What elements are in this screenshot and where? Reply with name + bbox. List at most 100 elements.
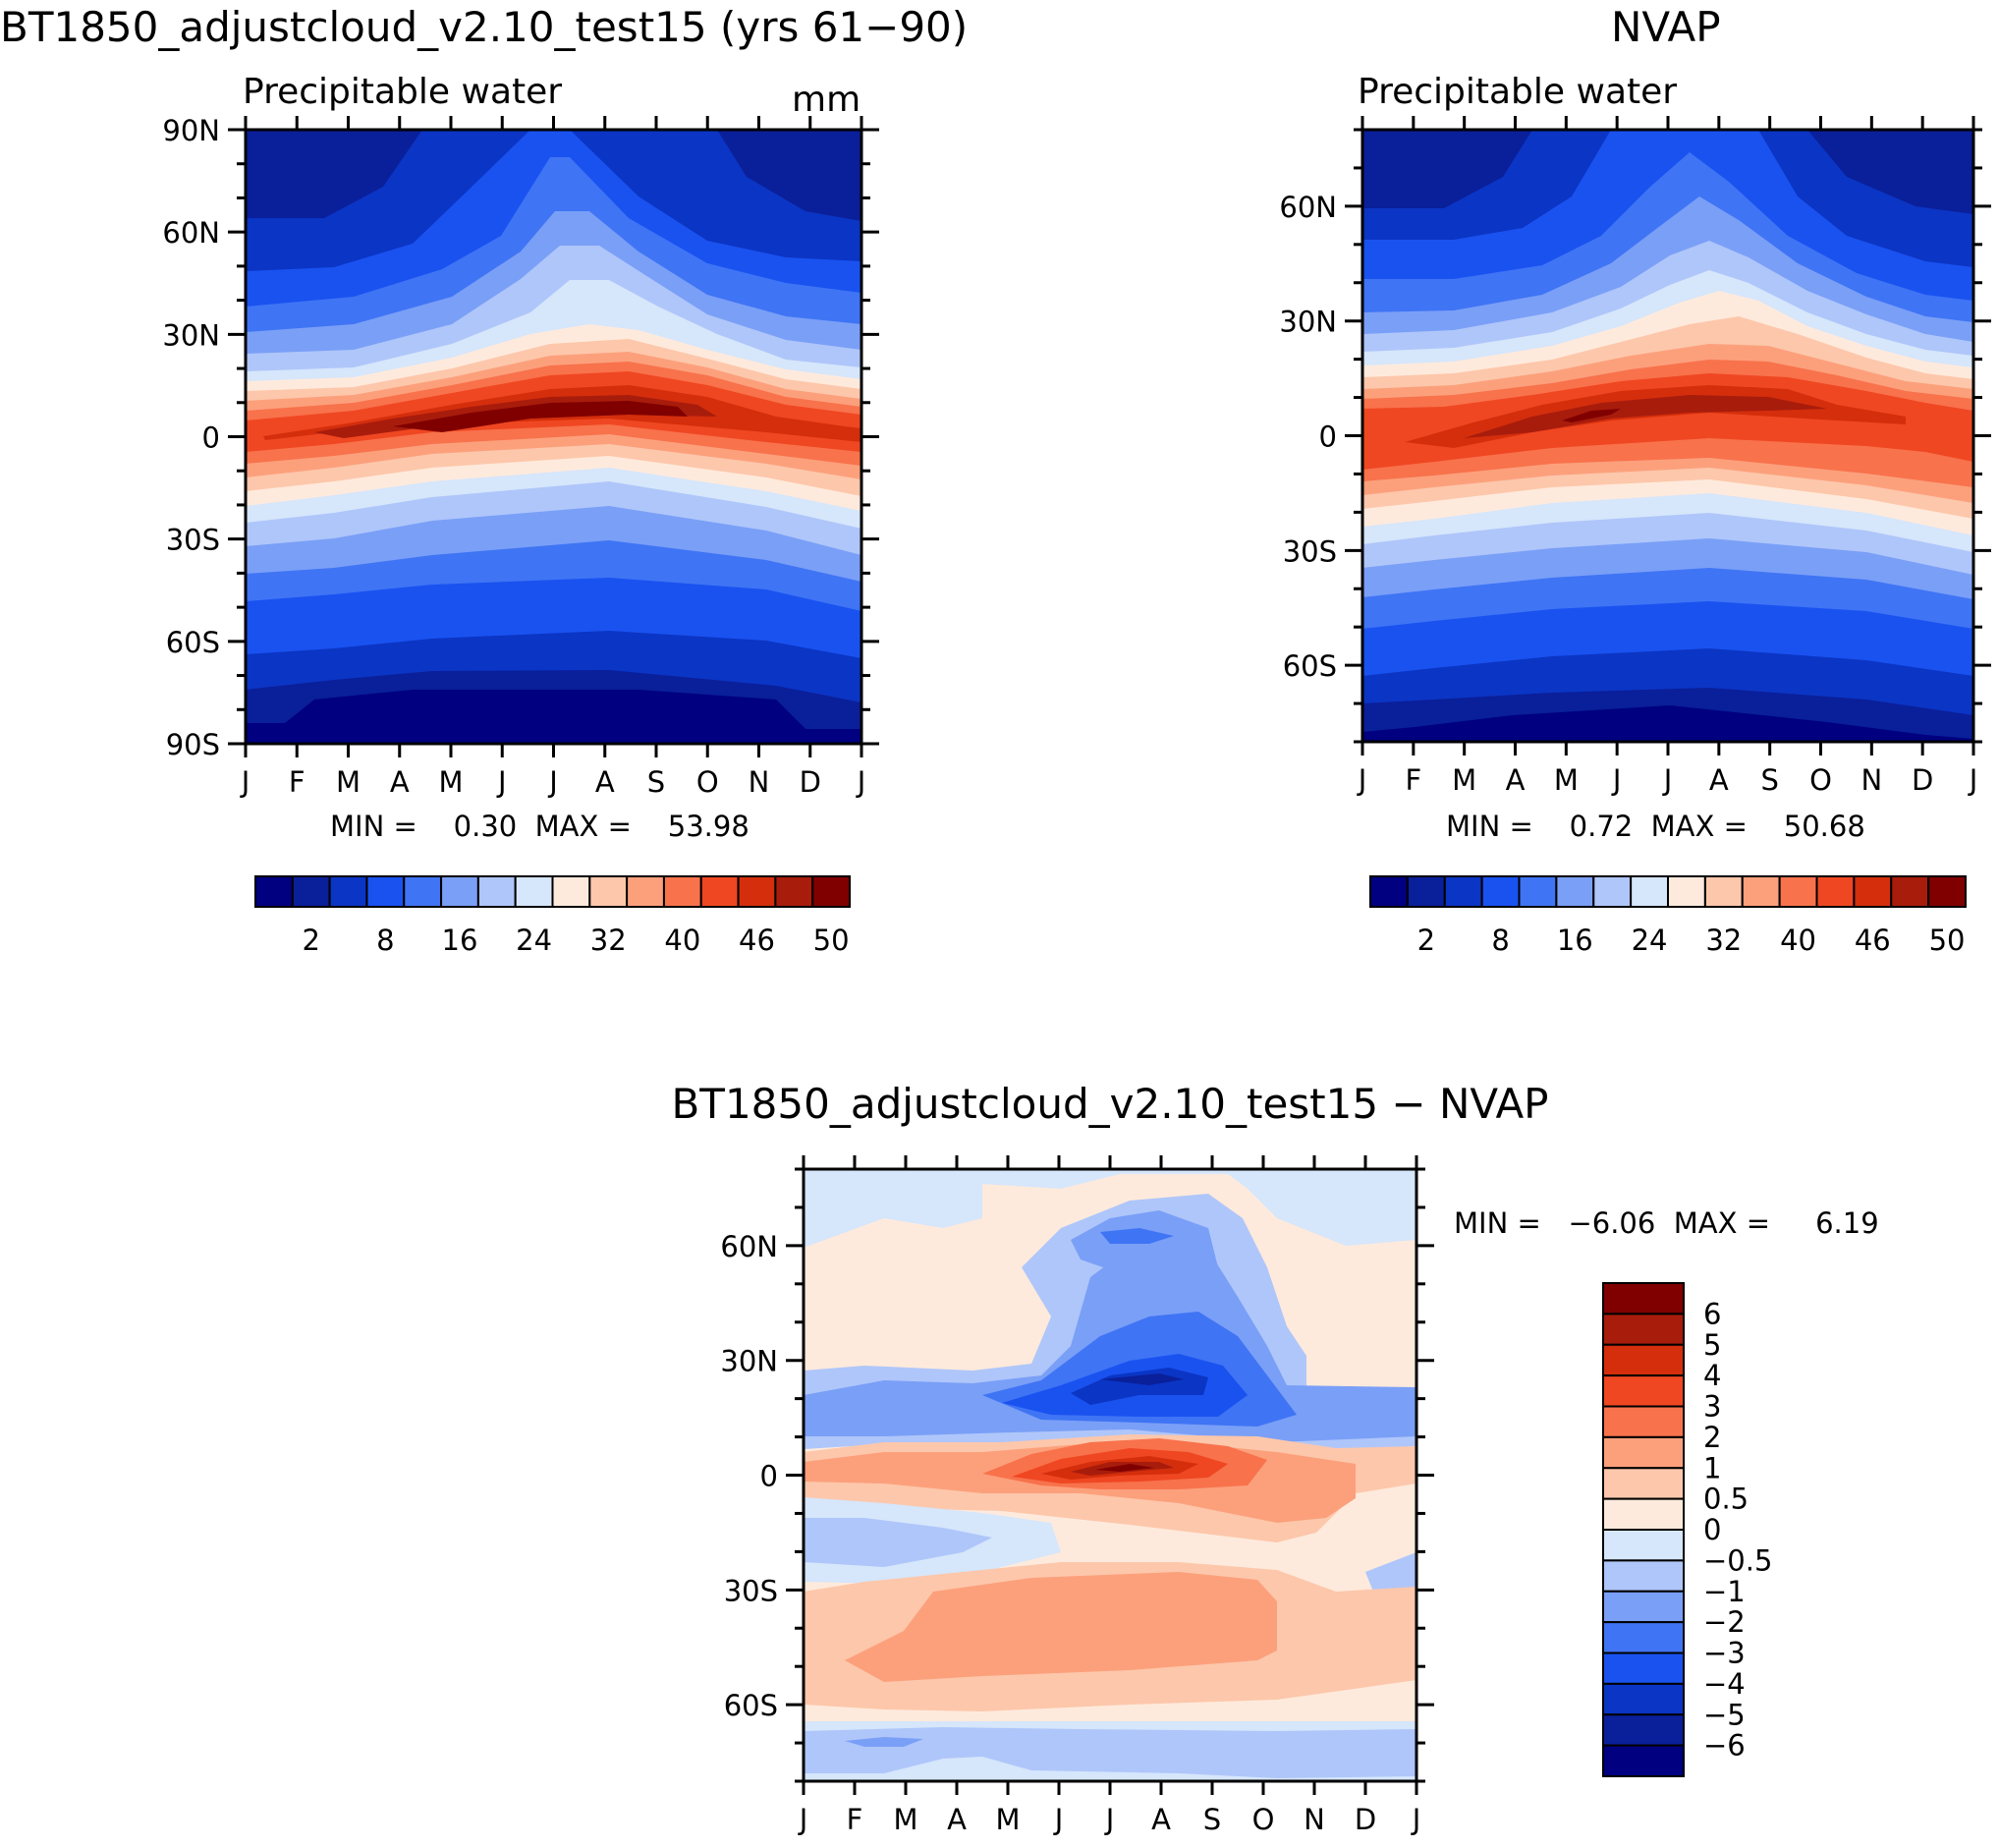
colorbar-swatch [1890, 875, 1930, 908]
panel-nvap-title: NVAP [1611, 3, 1721, 51]
colorbar-swatch [1406, 875, 1446, 908]
colorbar-swatch [1602, 1467, 1685, 1500]
x-tick-label: S [647, 765, 665, 799]
colorbar-swatch [588, 875, 629, 908]
colorbar-label: 5 [1703, 1328, 1721, 1362]
colorbar-swatch [1602, 1313, 1685, 1346]
x-tick-label: M [995, 1803, 1020, 1836]
colorbar-label: 0.5 [1703, 1483, 1749, 1516]
colorbar-label: 1 [1703, 1451, 1721, 1484]
colorbar-label: 8 [1491, 924, 1509, 957]
diff-sub-blue-2 [804, 1518, 992, 1567]
x-tick-label: N [1304, 1803, 1325, 1836]
colorbar-swatch [476, 875, 517, 908]
panel-nvap: NVAP Precipitable water J F M A M J J A S O N D J60N… [1279, 3, 1991, 957]
colorbar-label: 2 [302, 924, 319, 957]
x-tick-label: A [595, 765, 615, 799]
x-tick-label: J [1053, 1803, 1064, 1836]
colorbar-swatch [1602, 1529, 1685, 1562]
colorbar-swatch [1853, 875, 1893, 908]
x-tick-label: J [1411, 1803, 1421, 1836]
colorbar-swatch [1630, 875, 1669, 908]
colorbar-label: 46 [739, 924, 775, 957]
panel-nvap-field [1362, 130, 1973, 742]
y-tick-label: 90S [166, 728, 220, 761]
x-tick-label: M [1452, 763, 1476, 797]
colorbar-label: 40 [1780, 924, 1816, 957]
x-tick-label: A [1151, 1803, 1171, 1836]
colorbar-label: 3 [1703, 1390, 1721, 1424]
x-tick-label: J [798, 1803, 808, 1836]
colorbar-swatch [1602, 1621, 1685, 1654]
x-tick-label: M [336, 765, 361, 799]
colorbar-swatch [1518, 875, 1558, 908]
pw-band-15 [393, 401, 688, 432]
x-tick-label: J [496, 765, 507, 799]
diff-band-minus5 [1100, 1373, 1184, 1385]
colorbar-label: 24 [1632, 924, 1668, 957]
colorbar-swatch [774, 875, 814, 908]
panel-model-stats: MIN = 0.30 MAX = 53.98 [330, 810, 750, 843]
colorbar-label: 32 [1705, 924, 1742, 957]
colorbar-swatch [1815, 875, 1856, 908]
x-tick-label: F [847, 1803, 863, 1836]
colorbar-swatch [514, 875, 554, 908]
diff-band-minus4 [1071, 1368, 1208, 1405]
colorbar-label: 50 [813, 924, 850, 957]
colorbar-swatch [811, 875, 851, 908]
x-tick-label: A [390, 765, 410, 799]
colorbar-swatch [662, 875, 702, 908]
colorbar-swatch [737, 875, 777, 908]
colorbar-swatch [1602, 1435, 1685, 1470]
x-tick-label: J [547, 765, 558, 799]
y-tick-label: 30S [1283, 534, 1337, 568]
x-tick-label: J [856, 765, 866, 799]
diff-south-light [804, 1688, 1416, 1721]
colorbar-label: −6 [1703, 1729, 1746, 1763]
colorbar-swatch [1602, 1744, 1685, 1777]
y-tick-label: 60S [724, 1689, 778, 1722]
x-tick-label: D [1355, 1803, 1376, 1836]
x-tick-label: J [1968, 763, 1978, 797]
y-tick-label: 0 [202, 421, 220, 455]
y-tick-label: 30N [162, 318, 220, 352]
colorbar-label: 2 [1703, 1421, 1721, 1454]
colorbar-swatch [1602, 1559, 1685, 1593]
panel-model-subtitle: Precipitable water [243, 72, 562, 112]
x-tick-label: F [1405, 763, 1421, 797]
colorbar-label: −5 [1703, 1698, 1746, 1731]
diff-polar-blue [804, 1727, 1416, 1778]
x-tick-label: O [1809, 763, 1832, 797]
colorbar-label: −4 [1703, 1667, 1746, 1701]
y-tick-label: 30S [724, 1574, 778, 1607]
colorbar-swatch [1602, 1682, 1685, 1716]
panel-difference: BT1850_adjustcloud_v2.10_test15 − NVAP [671, 1080, 1878, 1836]
y-tick-label: 0 [760, 1460, 778, 1493]
diff-north-light-blue [804, 1169, 1416, 1248]
colorbar-label: −1 [1703, 1575, 1746, 1608]
panel-difference-title: BT1850_adjustcloud_v2.10_test15 − NVAP [671, 1080, 1548, 1128]
y-tick-label: 60N [1279, 191, 1337, 224]
colorbar-swatch [1602, 1374, 1685, 1408]
x-tick-label: N [749, 765, 770, 799]
nvap-band-15 [1562, 409, 1621, 422]
colorbar-label: 40 [664, 924, 700, 957]
colorbar-swatch [1443, 875, 1483, 908]
nvap-band-14 [1464, 395, 1827, 438]
colorbar-swatch [254, 875, 294, 908]
y-tick-label: 60S [166, 626, 220, 659]
x-tick-label: A [1709, 763, 1729, 797]
x-tick-label: J [240, 765, 250, 799]
x-tick-label: S [1203, 1803, 1221, 1836]
panel-model-units: mm [792, 80, 861, 120]
panel-model-colorbar: 2 8 16 24 32 40 46 50 [254, 875, 851, 957]
x-tick-label: J [1662, 763, 1673, 797]
colorbar-label: −0.5 [1703, 1543, 1772, 1577]
colorbar-label: 24 [516, 924, 552, 957]
x-tick-label: M [893, 1803, 917, 1836]
x-tick-label: M [438, 765, 463, 799]
colorbar-swatch [551, 875, 591, 908]
